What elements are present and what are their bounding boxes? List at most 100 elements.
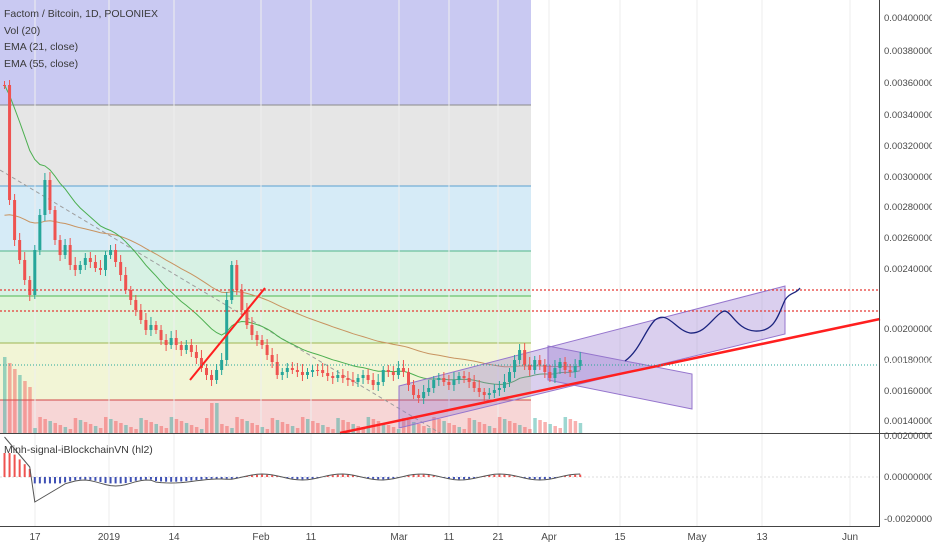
volume-bar <box>104 417 108 433</box>
volume-bar <box>442 421 446 433</box>
volume-bar <box>386 425 391 433</box>
candle-body <box>366 375 370 380</box>
time-tick-label: May <box>687 532 707 543</box>
volume-bar <box>8 363 12 433</box>
time-tick-label: 11 <box>443 532 455 543</box>
volume-bar <box>568 419 573 433</box>
candle-body <box>573 366 577 372</box>
volume-bar <box>528 429 532 433</box>
candle-body <box>447 382 451 385</box>
volume-bar <box>38 417 42 433</box>
candle-body <box>78 265 82 270</box>
volume-bar <box>149 422 153 433</box>
candle-body <box>194 352 198 358</box>
candle-body <box>164 340 168 345</box>
volume-bar <box>472 420 477 433</box>
dashed-trendline[interactable] <box>0 169 441 434</box>
candle-body <box>250 325 254 335</box>
candle-body <box>58 240 62 255</box>
osc-tick-bottom: -0.00200000 <box>884 514 932 525</box>
volume-bar <box>366 417 371 433</box>
price-tick-label: 0.00240000 <box>884 264 932 275</box>
volume-bar <box>543 422 547 433</box>
oscillator-title[interactable]: Minh-signal-iBlockchainVN (hl2) <box>4 444 153 456</box>
candle-body <box>371 380 375 385</box>
volume-bar <box>447 423 451 433</box>
volume-bar <box>437 419 441 433</box>
candle-body <box>523 350 527 365</box>
volume-bar <box>78 420 83 433</box>
candle-body <box>432 380 436 388</box>
volume-bar <box>68 429 73 433</box>
ema-21-line <box>4 84 581 386</box>
time-tick-label: Jun <box>841 532 859 543</box>
volume-bar <box>240 419 244 433</box>
volume-bar <box>194 427 199 433</box>
volume-bar <box>508 421 512 433</box>
candle-body <box>356 378 360 382</box>
indicator-ema-55[interactable]: EMA (55, close) <box>4 57 79 70</box>
time-tick-label: 11 <box>305 532 317 543</box>
volume-bar <box>285 424 290 433</box>
candle-body <box>457 376 461 380</box>
candle-body <box>295 370 299 372</box>
candle-body <box>210 375 214 380</box>
candle-body <box>159 330 163 340</box>
volume-bar <box>174 419 179 433</box>
candle-body <box>422 392 426 398</box>
candle-body <box>361 375 365 378</box>
time-tick-label: Apr <box>541 532 557 543</box>
volume-bar <box>412 422 416 433</box>
volume-bar <box>58 425 63 433</box>
projection-path[interactable] <box>624 287 801 362</box>
candle-body <box>543 365 547 372</box>
volume-bar <box>401 418 406 433</box>
price-tick-label: 0.00340000 <box>884 110 932 121</box>
volume-bar <box>114 421 118 433</box>
candle-body <box>401 368 405 372</box>
time-tick-label: 21 <box>492 532 504 543</box>
price-tag-resistance-1: 0.00222727 <box>883 284 932 295</box>
candle-body <box>477 388 481 392</box>
volume-bar <box>88 424 93 433</box>
volume-bar <box>326 427 330 433</box>
descending-channel[interactable] <box>547 345 693 410</box>
volume-bar <box>316 423 320 433</box>
candle-body <box>321 370 325 373</box>
symbol-title[interactable]: Factom / Bitcoin, 1D, POLONIEX <box>4 8 159 20</box>
price-tick-label: 0.00260000 <box>884 233 932 244</box>
time-tick-label: 2019 <box>97 532 121 543</box>
breakout-trendline[interactable] <box>189 287 266 381</box>
candle-body <box>109 250 113 255</box>
candle-body <box>492 390 496 393</box>
candle-body <box>508 372 511 382</box>
candle-body <box>412 385 416 395</box>
candle-body <box>88 258 92 262</box>
volume-bar <box>457 427 461 433</box>
price-tick-label: 0.00200000 <box>884 324 932 335</box>
volume-bar <box>558 428 562 433</box>
candle-body <box>43 180 47 215</box>
candle-body <box>215 370 219 380</box>
candle-body <box>427 388 431 392</box>
volume-bar <box>346 422 350 433</box>
volume-bar <box>533 418 537 433</box>
volume-bar <box>497 417 502 433</box>
volume-bar <box>199 429 204 433</box>
support-trendline[interactable] <box>339 317 881 435</box>
candle-body <box>174 338 178 345</box>
candle-body <box>68 245 72 265</box>
indicator-vol[interactable]: Vol (20) <box>4 24 41 37</box>
volume-bar <box>134 429 138 433</box>
candle-body <box>407 372 410 385</box>
volume-bar <box>573 421 578 433</box>
volume-bar <box>205 418 209 433</box>
candle-body <box>548 372 552 378</box>
volume-bar <box>432 417 436 433</box>
candle-body <box>28 280 32 295</box>
volume-bar <box>139 418 143 433</box>
indicator-ema-21[interactable]: EMA (21, close) <box>4 41 79 53</box>
candle-body <box>452 380 456 385</box>
volume-bar <box>144 420 148 433</box>
